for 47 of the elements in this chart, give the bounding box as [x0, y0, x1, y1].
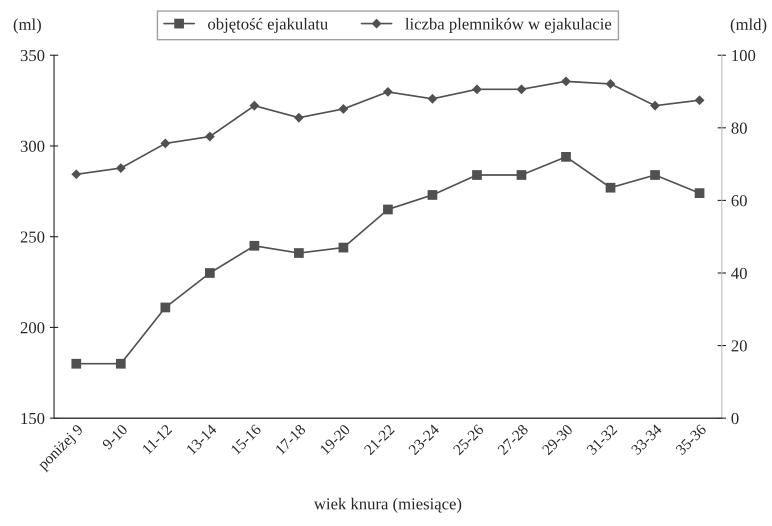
- legend-label: objętość ejakulatu: [208, 18, 328, 33]
- point: [249, 100, 260, 111]
- point: [694, 95, 704, 106]
- point: [516, 84, 526, 94]
- x-tick-label: 9-10: [102, 424, 128, 450]
- y2-tick-label: 0: [731, 412, 739, 424]
- y2-tick-label: 60: [732, 195, 747, 206]
- point: [650, 100, 660, 111]
- point: [694, 188, 704, 198]
- point: [338, 104, 348, 114]
- y2-tick-label: 40: [731, 268, 747, 279]
- legend-label: liczba plemników w ejakulacie: [405, 18, 612, 33]
- point: [116, 358, 126, 369]
- point: [204, 268, 215, 278]
- y-tick-label: 300: [20, 140, 44, 152]
- point: [71, 169, 82, 180]
- point: [160, 302, 170, 312]
- point: [472, 170, 482, 180]
- y-tick-label: 200: [20, 322, 44, 334]
- point: [294, 112, 304, 123]
- point: [606, 182, 616, 193]
- y2-tick-label: 20: [732, 340, 747, 352]
- point: [160, 138, 170, 148]
- y-tick-label: 150: [21, 412, 44, 424]
- point: [472, 84, 482, 94]
- point: [294, 248, 304, 258]
- point: [383, 204, 393, 214]
- x-axis-title: wiek knura (miesiące): [314, 498, 462, 513]
- point: [250, 240, 260, 251]
- y-axis-title: (ml): [14, 18, 41, 34]
- y-tick-label: 350: [20, 50, 44, 62]
- point: [383, 86, 393, 97]
- y-tick-label: 250: [20, 231, 44, 243]
- y2-tick-label: 100: [732, 50, 756, 62]
- point: [71, 358, 82, 369]
- y2-tick-label: 80: [731, 122, 747, 134]
- point: [428, 190, 438, 200]
- point: [516, 170, 526, 180]
- point: [606, 78, 616, 89]
- point: [338, 242, 348, 252]
- point: [561, 152, 571, 162]
- point: [650, 170, 660, 180]
- point: [428, 94, 438, 104]
- point: [561, 76, 571, 86]
- point: [204, 132, 215, 142]
- y2-axis-title: (mld): [730, 18, 766, 34]
- point: [116, 163, 126, 174]
